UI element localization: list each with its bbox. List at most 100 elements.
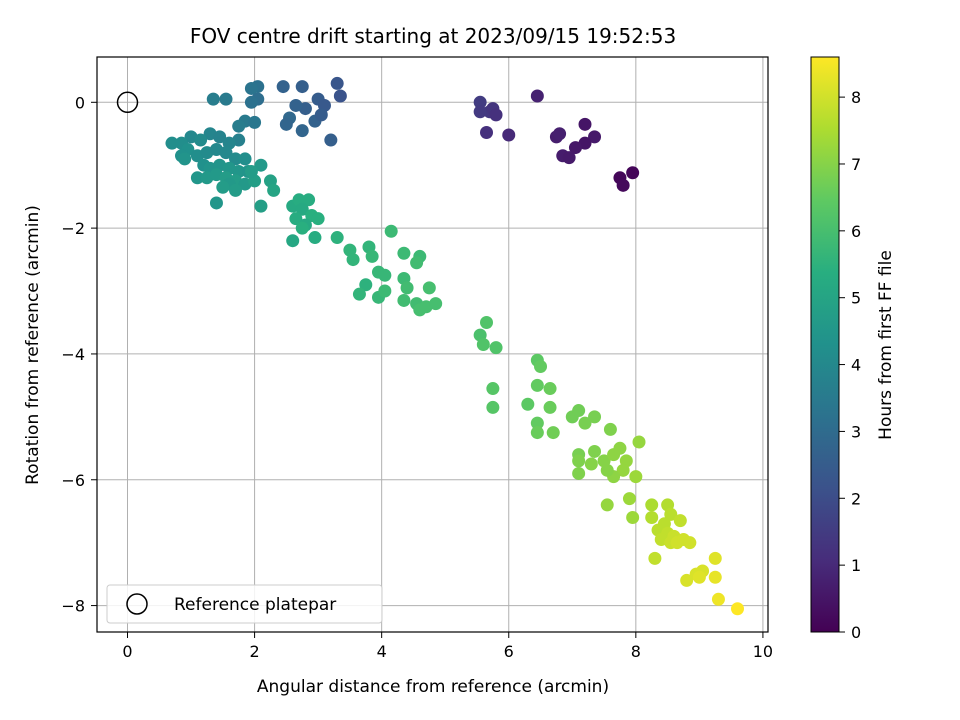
data-point: [216, 180, 230, 194]
data-point: [429, 297, 443, 311]
x-tick-label: 10: [753, 642, 773, 661]
data-point: [645, 498, 659, 512]
data-point: [276, 80, 290, 94]
colorbar-tick-label: 7: [851, 155, 861, 174]
data-point: [645, 511, 659, 525]
data-point: [530, 426, 544, 440]
colorbar: 0 1 2 3 4 5 6 7 8 Hours from first FF file: [810, 56, 896, 642]
data-point: [244, 81, 258, 95]
colorbar-tick-label: 3: [851, 422, 861, 441]
data-point: [295, 80, 309, 94]
data-point: [267, 183, 281, 197]
data-point: [578, 416, 592, 430]
data-point: [165, 136, 179, 150]
data-point: [588, 410, 602, 424]
data-point: [530, 89, 544, 103]
data-point: [613, 441, 627, 455]
y-axis: 0 −2 −4 −6 −8: [61, 93, 97, 616]
data-point: [680, 573, 694, 587]
data-point: [530, 378, 544, 392]
data-point: [530, 416, 544, 430]
data-point: [572, 466, 586, 480]
y-tick-label: −4: [61, 345, 85, 364]
data-point: [286, 234, 300, 248]
data-point: [238, 152, 252, 166]
colorbar-tick-label: 8: [851, 88, 861, 107]
data-point: [543, 400, 557, 414]
data-point: [572, 404, 586, 418]
data-point: [206, 92, 220, 106]
x-tick-label: 6: [504, 642, 514, 661]
data-point: [502, 128, 516, 142]
x-axis: 0 2 4 6 8 10: [122, 632, 773, 661]
data-point: [486, 400, 500, 414]
data-point: [553, 127, 567, 141]
data-point: [324, 133, 338, 147]
data-point: [708, 551, 722, 565]
data-point: [626, 511, 640, 525]
data-point: [473, 95, 487, 109]
reference-marker: [116, 91, 139, 114]
data-point: [708, 570, 722, 584]
data-point: [209, 196, 223, 210]
data-point: [664, 507, 678, 521]
data-point: [673, 514, 687, 528]
plot-frame: [96, 56, 769, 633]
data-point: [213, 130, 227, 144]
data-point: [229, 152, 243, 166]
data-point: [568, 141, 582, 155]
colorbar-tick-label: 0: [851, 623, 861, 642]
data-point: [486, 382, 500, 396]
data-point: [254, 158, 268, 172]
data-point: [489, 341, 503, 355]
data-point: [308, 231, 322, 245]
data-point: [229, 183, 243, 197]
data-point: [244, 164, 258, 178]
y-tick-label: −6: [61, 471, 85, 490]
data-point: [683, 536, 697, 550]
data-point: [302, 193, 316, 207]
data-point: [731, 602, 744, 616]
x-tick-label: 2: [249, 642, 259, 661]
legend: Reference platepar: [106, 584, 383, 624]
data-point: [600, 463, 614, 477]
data-point: [359, 278, 373, 292]
chart-title: FOV centre drift starting at 2023/09/15 …: [190, 24, 676, 48]
data-point: [521, 397, 535, 411]
data-point: [279, 117, 293, 131]
data-point: [330, 231, 344, 245]
data-point: [584, 457, 598, 471]
data-point: [397, 246, 411, 260]
legend-marker: [126, 593, 148, 615]
data-point: [543, 382, 557, 396]
data-point: [190, 171, 204, 185]
data-point: [489, 108, 503, 122]
data-point: [384, 224, 398, 238]
data-point: [289, 98, 303, 112]
data-point: [311, 212, 325, 226]
data-point: [232, 119, 246, 133]
data-point: [378, 284, 392, 298]
data-point: [422, 281, 436, 295]
x-tick-label: 8: [631, 642, 641, 661]
data-point: [588, 444, 602, 458]
data-point: [578, 117, 592, 131]
y-tick-label: −8: [61, 597, 85, 616]
y-tick-label: 0: [75, 93, 85, 112]
y-axis-label: Rotation from reference (arcmin): [23, 205, 43, 485]
data-point: [626, 166, 640, 180]
data-point: [600, 498, 614, 512]
colorbar-gradient: [810, 56, 840, 633]
legend-label: Reference platepar: [174, 595, 336, 615]
data-point: [410, 256, 424, 270]
data-point: [616, 178, 630, 192]
data-point: [473, 105, 487, 119]
data-points: [165, 76, 744, 616]
data-point: [588, 130, 602, 144]
data-point: [346, 253, 360, 267]
data-point: [244, 95, 258, 109]
data-point: [330, 76, 344, 90]
data-point: [629, 470, 643, 484]
data-point: [572, 454, 586, 468]
x-tick-label: 4: [377, 642, 387, 661]
